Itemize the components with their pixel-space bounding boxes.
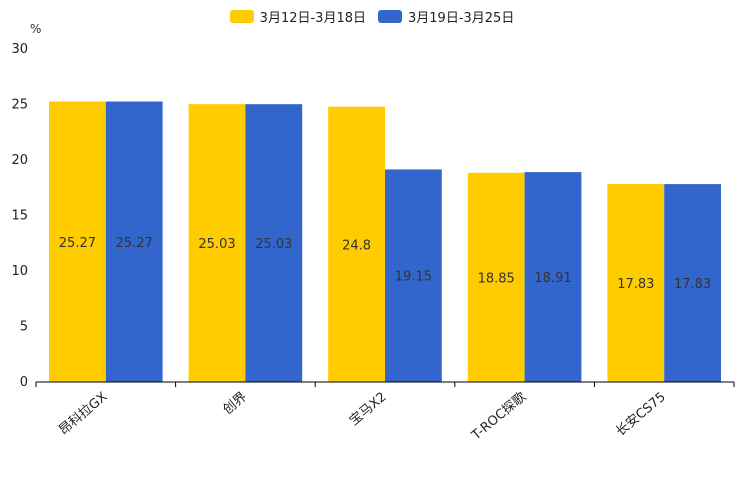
legend-item-series-2[interactable]: 3月19日-3月25日: [378, 7, 514, 26]
data-label: 25.03: [255, 237, 292, 252]
data-label: 18.85: [478, 271, 515, 286]
y-axis-unit-label: %: [30, 22, 42, 36]
bar-2: [664, 184, 721, 382]
legend-item-series-1[interactable]: 3月12日-3月18日: [229, 7, 366, 26]
x-tick-label: 创界: [220, 390, 250, 418]
legend-label-series-1: 3月12日-3月18日: [259, 11, 366, 26]
y-tick-label: 15: [11, 209, 28, 224]
bar-2: [245, 104, 303, 383]
x-tick-label: 昂科拉GX: [56, 390, 110, 439]
data-label: 25.27: [59, 236, 96, 251]
y-tick-label: 10: [11, 264, 28, 279]
data-label: 24.8: [342, 238, 371, 253]
legend-swatch-series-2: [378, 10, 402, 23]
data-label: 25.27: [116, 236, 153, 251]
bar-1: [328, 106, 385, 382]
data-label: 19.15: [395, 270, 432, 285]
chart-legend: 3月12日-3月18日 3月19日-3月25日: [0, 7, 744, 26]
bar-1: [188, 104, 246, 383]
bar-2: [105, 101, 163, 383]
data-label: 25.03: [198, 237, 235, 252]
y-tick-label: 30: [11, 42, 28, 57]
y-tick-label: 20: [11, 153, 28, 168]
x-tick-label: T-ROC探歌: [468, 390, 529, 444]
legend-swatch-series-1: [229, 10, 254, 23]
x-tick-label: 长安CS75: [613, 390, 669, 440]
bar-1: [49, 101, 106, 383]
data-label: 17.83: [674, 277, 711, 292]
x-tick-label: 宝马X2: [347, 390, 390, 429]
bar-1: [467, 172, 525, 382]
y-tick-label: 5: [20, 320, 28, 335]
bar-1: [607, 184, 665, 382]
bar-2: [385, 169, 442, 382]
y-tick-label: 0: [20, 375, 28, 390]
data-label: 18.91: [534, 271, 571, 286]
data-label: 17.83: [617, 277, 654, 292]
legend-label-series-2: 3月19日-3月25日: [408, 11, 515, 26]
bar-2: [524, 172, 582, 382]
y-tick-label: 25: [11, 98, 28, 113]
